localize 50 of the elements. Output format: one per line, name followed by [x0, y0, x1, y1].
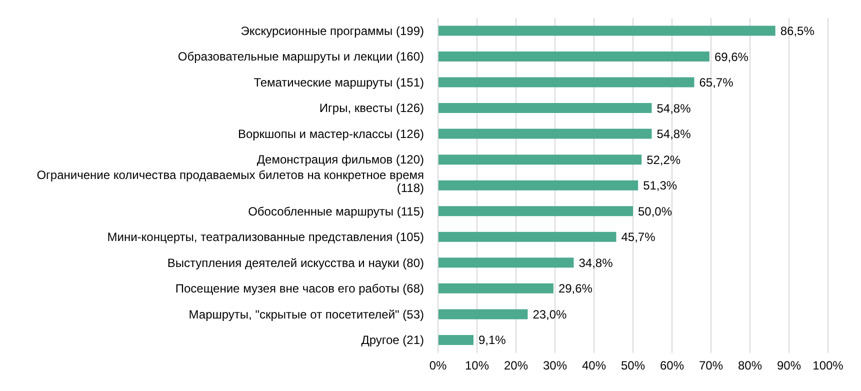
bar — [438, 309, 528, 320]
y-tick-label: Игры, квесты (126) — [319, 101, 424, 116]
y-tick-label: Другое (21) — [361, 333, 424, 348]
x-tick-label: 60% — [660, 358, 684, 373]
data-label: 54,8% — [656, 101, 692, 116]
y-tick-label: Демонстрация фильмов (120) — [256, 152, 424, 167]
y-tick-label: Выступления деятелей искусства и науки (80) — [167, 256, 424, 270]
y-tick-label: Тематические маршруты (151) — [254, 75, 424, 90]
x-tick-label: 20% — [504, 358, 528, 373]
y-tick-label: Обособленные маршруты (115) — [248, 204, 424, 218]
bar — [438, 206, 633, 216]
data-label: 86,5% — [780, 24, 815, 38]
bar — [438, 154, 642, 165]
x-tick-label: 0% — [429, 358, 447, 373]
y-tick-label: Посещение музея вне часов его работы (68) — [175, 282, 424, 296]
data-label: 52,2% — [646, 152, 681, 167]
bar — [438, 52, 710, 62]
data-label: 9,1% — [478, 333, 506, 348]
y-tick-label: Ограничение количества продаваемых билетов на конкретное время (118) — [36, 168, 424, 195]
x-tick-label: 80% — [738, 358, 762, 373]
data-label: 34,8% — [578, 256, 614, 270]
data-label: 50,0% — [638, 204, 672, 218]
bar — [438, 128, 652, 139]
data-label: 45,7% — [621, 230, 656, 244]
y-tick-label: Маршруты, "скрытые от посетителей" (53) — [188, 307, 424, 322]
data-label: 69,6% — [714, 50, 749, 64]
bar — [438, 283, 554, 294]
data-label: 51,3% — [643, 178, 678, 193]
x-tick-label: 30% — [542, 358, 568, 373]
y-tick-label: Экскурсионные программы (199) — [240, 24, 424, 38]
bar — [438, 180, 638, 190]
x-tick-label: 40% — [582, 358, 606, 373]
data-label: 65,7% — [699, 76, 734, 90]
data-label: 23,0% — [532, 307, 568, 322]
bar — [438, 334, 474, 345]
bar — [438, 232, 616, 242]
x-tick-label: 70% — [698, 358, 724, 373]
data-label: 54,8% — [656, 127, 692, 142]
data-label: 29,6% — [558, 282, 593, 296]
y-tick-label: Образовательные маршруты и лекции (160) — [178, 50, 424, 64]
bar — [438, 103, 652, 114]
y-tick-label: Мини-концерты, театрализованные представления (105) — [107, 230, 424, 244]
x-tick-label: 100% — [812, 358, 844, 373]
bar — [438, 77, 694, 88]
x-tick-label: 90% — [776, 358, 802, 373]
x-tick-label: 10% — [464, 358, 490, 373]
bar — [438, 258, 574, 268]
bar — [438, 26, 776, 36]
y-tick-label: Воркшопы и мастер-классы (126) — [238, 126, 424, 141]
x-tick-label: 50% — [620, 358, 646, 373]
